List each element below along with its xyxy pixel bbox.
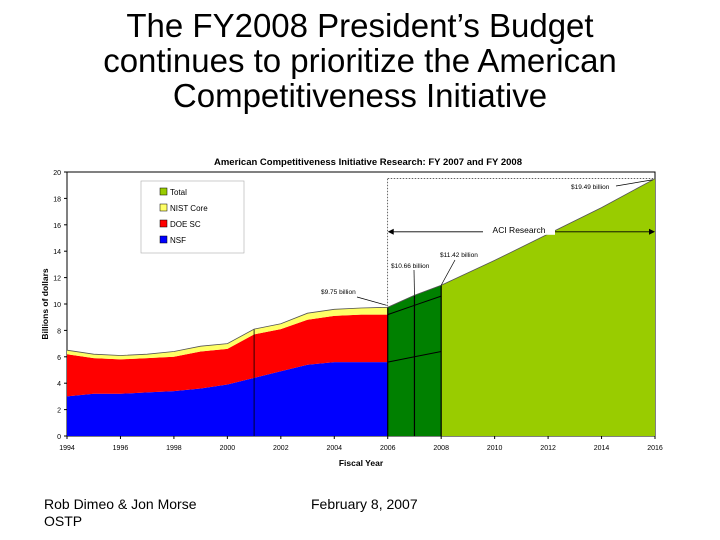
legend-label: NSF (170, 236, 186, 245)
x-tick-label: 1998 (166, 445, 182, 452)
x-tick-label: 2012 (540, 445, 556, 452)
data-label: $11.42 billion (440, 252, 478, 259)
x-tick-label: 2000 (220, 445, 236, 452)
footer-org: OSTP (44, 513, 83, 529)
x-tick-label: 2010 (487, 445, 503, 452)
aci-label-bg (483, 223, 555, 235)
legend-label: NIST Core (170, 204, 208, 213)
x-tick-label: 2016 (647, 445, 663, 452)
legend-swatch (159, 187, 168, 196)
area-total-projection (441, 178, 655, 436)
title-line-1: The FY2008 President’s Budget (126, 7, 594, 44)
y-tick-label: 12 (53, 276, 61, 283)
data-label: $9.75 billion (321, 289, 356, 296)
y-tick-label: 6 (57, 355, 61, 362)
data-label: $19.49 billion (571, 184, 610, 191)
y-tick-label: 8 (57, 328, 61, 335)
legend-swatch (159, 219, 168, 228)
y-tick-label: 18 (53, 196, 61, 203)
aci-arrow-head-left (387, 228, 394, 235)
legend-label: DOE SC (170, 220, 201, 229)
aci-arrow-head-right (649, 228, 655, 235)
x-axis-title: Fiscal Year (339, 458, 384, 468)
y-tick-label: 14 (53, 249, 61, 256)
aci-research-label: ACI Research (493, 225, 546, 235)
footer-credit: Rob Dimeo & Jon Morse OSTP (44, 496, 197, 530)
total-outline (66, 178, 656, 356)
x-tick-label: 1994 (59, 445, 75, 452)
legend-swatch (159, 235, 168, 244)
y-tick-label: 10 (53, 302, 61, 309)
slide-title: The FY2008 President’s Budget continues … (0, 8, 720, 113)
x-tick-label: 1996 (113, 445, 129, 452)
legend-swatch (159, 203, 168, 212)
area-nist-core (67, 307, 388, 360)
leader-line (615, 179, 654, 187)
leader-line (440, 259, 456, 286)
footer-date: February 8, 2007 (311, 496, 418, 512)
legend-label: Total (170, 188, 187, 197)
leader-line (356, 296, 387, 306)
chart-title: American Competitiveness Initiative Rese… (214, 157, 522, 168)
area-doe-sc (67, 314, 388, 397)
y-tick-label: 4 (57, 381, 61, 388)
title-line-3: Competitiveness Initiative (172, 77, 548, 114)
y-axis-title: Billions of dollars (40, 268, 50, 340)
x-tick-label: 2014 (594, 445, 610, 452)
y-tick-label: 20 (53, 170, 61, 177)
y-tick-label: 16 (53, 223, 61, 230)
y-tick-label: 2 (57, 408, 61, 415)
x-tick-label: 2006 (380, 445, 396, 452)
data-label: $10.66 billion (391, 263, 430, 270)
x-tick-label: 2004 (326, 445, 342, 452)
area-nsf (67, 362, 388, 436)
y-tick-label: 0 (57, 434, 61, 441)
title-line-2: continues to prioritize the American (103, 42, 617, 79)
x-tick-label: 2002 (273, 445, 289, 452)
legend-box (140, 180, 245, 254)
aci-budget-chart: 0 2 4 6 8 10 12 14 16 18 20 1994 1996 1998 2000 2002 200… (40, 157, 663, 468)
x-tick-label: 2008 (433, 445, 449, 452)
footer-author: Rob Dimeo & Jon Morse (44, 496, 197, 512)
